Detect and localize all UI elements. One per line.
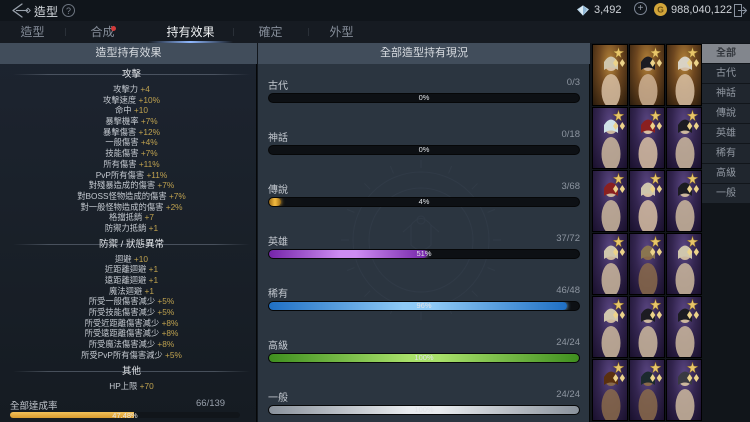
svg-text:G: G bbox=[657, 5, 664, 15]
